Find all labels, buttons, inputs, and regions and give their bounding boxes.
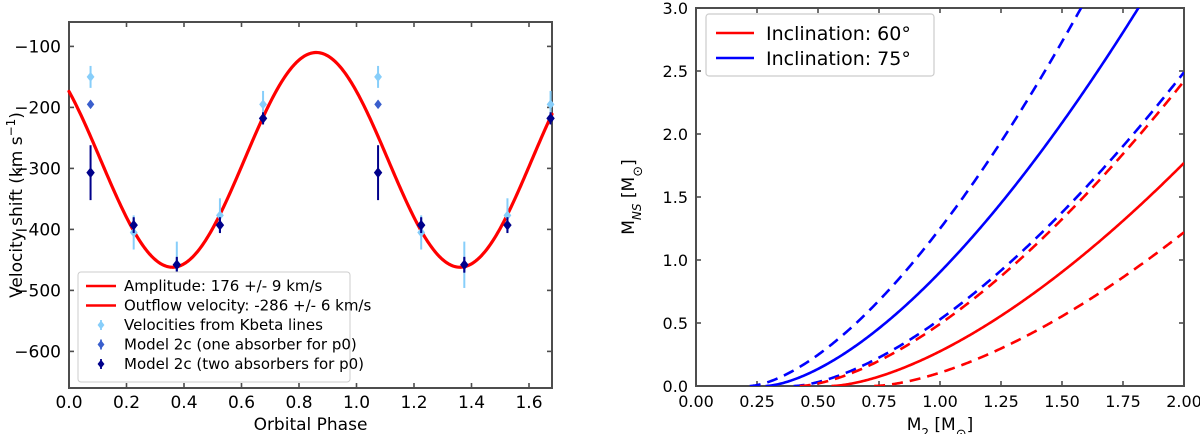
y-tick-label: 1.5	[663, 188, 688, 207]
legend-entry-label: Inclination: 75°	[766, 48, 911, 70]
x-tick-label: 0.25	[739, 392, 775, 411]
data-point	[374, 99, 382, 110]
x-tick-label: 1.2	[400, 393, 427, 413]
y-tick-label: −500	[14, 281, 61, 301]
x-tick-label: 0.00	[678, 392, 714, 411]
mass-curves-plot: 0.00 0.25 0.50 0.75 1.00 1.25 1.50 1.75 2.00 0.0 0…	[619, 0, 1200, 434]
curves-group	[749, 8, 1184, 386]
y-tick-label: 0.0	[663, 377, 688, 396]
curve-i75-upper	[749, 8, 1083, 386]
legend-marker-swatch	[97, 340, 105, 349]
data-point	[416, 219, 426, 231]
data-point	[460, 259, 469, 271]
data-point	[86, 71, 95, 82]
legend-box	[77, 271, 351, 383]
x-tick-label: 1.50	[1044, 392, 1080, 411]
x-tick-label: 1.00	[922, 392, 958, 411]
data-point	[86, 167, 95, 179]
data-point	[503, 219, 512, 231]
legend-box	[705, 13, 935, 77]
series-2	[86, 112, 555, 273]
velocity-curve-plot: 0.0 0.2 0.4 0.6 0.8 1.0 1.2 1.4 1.6 −100 −200 −300 −…	[4, 21, 555, 434]
y-tick-label: 0.5	[663, 314, 688, 333]
data-point	[129, 219, 138, 231]
y-axis-label: MNS [M⊙]	[619, 159, 646, 235]
curve-i75-lower	[793, 71, 1184, 386]
data-point	[373, 167, 383, 179]
x-axis-label: Orbital Phase	[254, 415, 368, 434]
data-point	[259, 99, 267, 110]
data-point	[86, 99, 95, 110]
data-point	[546, 112, 555, 124]
y-tick-label: 2.5	[663, 62, 688, 81]
data-point	[258, 112, 268, 124]
curve-i60-central	[831, 162, 1184, 386]
model-sinusoid-curve	[67, 50, 554, 269]
y-tick-label: 1.0	[663, 251, 688, 270]
y-tick-label: 3.0	[663, 0, 688, 18]
data-point	[374, 71, 382, 82]
x-tick-label: 0.4	[170, 393, 197, 413]
y-axis-label: Velocity shift (km s−1)	[4, 112, 27, 298]
legend-entry-label: Amplitude: 176 +/- 9 km/s	[124, 277, 323, 295]
x-tick-label: 0.8	[285, 393, 312, 413]
x-axis-label: M2 [M⊙]	[907, 415, 974, 434]
x-tick-label: 0.2	[113, 393, 140, 413]
y-tick-label: −400	[14, 220, 61, 240]
y-tick-label: 2.0	[663, 125, 688, 144]
legend-marker-swatch	[97, 359, 105, 369]
curve-i60-lower	[873, 231, 1184, 386]
x-tick-label: 2.00	[1166, 392, 1200, 411]
y-tick-label: −200	[14, 98, 61, 118]
panel-velocity-curve: 0.0 0.2 0.4 0.6 0.8 1.0 1.2 1.4 1.6 −100 −200 −300 −…	[4, 21, 555, 434]
plot-frame	[68, 21, 553, 389]
y-tick-label: −600	[14, 342, 61, 362]
legend-entry-label: Velocities from Kbeta lines	[124, 316, 323, 334]
legend-entry-label: Inclination: 60°	[766, 23, 911, 45]
x-tick-label: 1.0	[343, 393, 370, 413]
y-tick-label: −300	[14, 159, 61, 179]
data-point	[546, 99, 555, 110]
x-tick-label: 0.75	[861, 392, 897, 411]
x-tick-label: 1.75	[1105, 392, 1141, 411]
x-tick-label: 1.6	[515, 393, 542, 413]
y-tick-label: −100	[14, 37, 61, 57]
legend-entry-label: Outflow velocity: -286 +/- 6 km/s	[124, 297, 371, 315]
x-tick-label: 0.0	[55, 393, 82, 413]
data-point	[172, 259, 182, 271]
x-tick-label: 0.6	[228, 393, 255, 413]
data-point	[215, 219, 225, 231]
curve-i75-central	[765, 8, 1140, 386]
x-tick-label: 1.4	[458, 393, 485, 413]
x-tick-label: 1.25	[983, 392, 1019, 411]
series-1	[86, 99, 555, 273]
curve-i60-upper	[799, 80, 1184, 386]
legend-marker-swatch	[97, 320, 105, 330]
legend-entry-label: Model 2c (one absorber for p0)	[124, 336, 357, 354]
legend-entry-label: Model 2c (two absorbers for p0)	[124, 355, 364, 373]
panel-mass-curves: 0.00 0.25 0.50 0.75 1.00 1.25 1.50 1.75 2.00 0.0 0…	[600, 0, 1200, 434]
x-tick-label: 0.50	[800, 392, 836, 411]
